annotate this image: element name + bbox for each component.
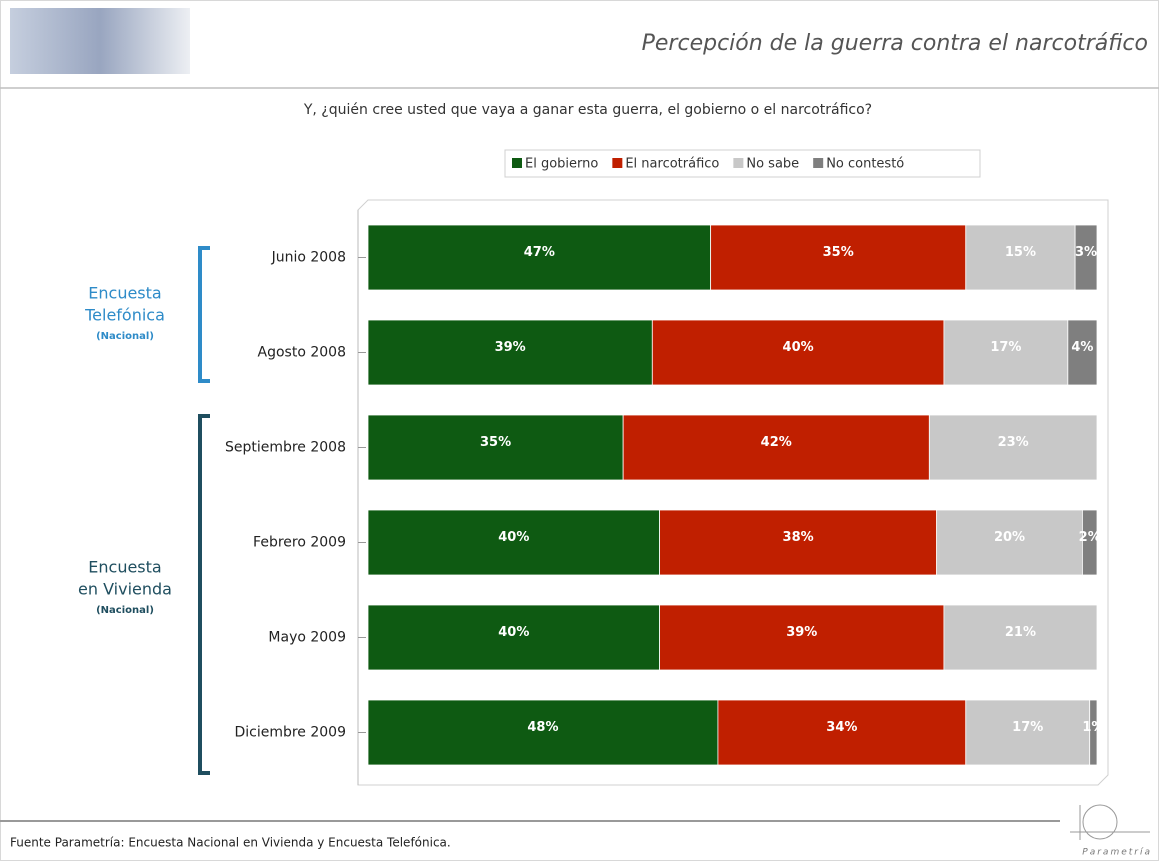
bar-segment <box>367 699 719 766</box>
y-tick-label: Junio 2008 <box>271 250 346 266</box>
y-tick-label: Septiembre 2008 <box>225 440 346 456</box>
logo-text: Parametría <box>1082 848 1152 858</box>
chart-subtitle: Y, ¿quién cree usted que vaya a ganar es… <box>303 102 872 118</box>
y-tick-label: Diciembre 2009 <box>234 725 346 741</box>
bar-segment <box>717 699 967 766</box>
legend-label: No sabe <box>746 157 799 172</box>
header-photo <box>10 8 190 74</box>
bar-segment <box>965 224 1076 291</box>
bar-segment <box>936 509 1083 576</box>
legend-swatch <box>612 158 623 168</box>
bar-segment <box>1074 224 1098 291</box>
bar-segment <box>1067 319 1098 386</box>
value-label: 4% <box>1071 340 1093 355</box>
bar-segment <box>367 604 661 671</box>
bracket <box>198 414 210 775</box>
value-label: 21% <box>1005 625 1036 640</box>
value-label: 15% <box>1005 245 1036 260</box>
value-label: 23% <box>998 435 1029 450</box>
chart-title: Percepción de la guerra contra el narcot… <box>642 31 1148 56</box>
value-label: 40% <box>498 530 529 545</box>
group-note: (Nacional) <box>96 605 154 616</box>
bar-segment <box>928 414 1098 481</box>
value-label: 40% <box>498 625 529 640</box>
legend-swatch <box>813 158 824 168</box>
value-label: 42% <box>761 435 792 450</box>
bar-segment <box>367 414 624 481</box>
value-label: 20% <box>994 530 1025 545</box>
legend-swatch <box>733 158 744 168</box>
group-label: Encuesta <box>88 284 161 303</box>
value-label: 48% <box>527 720 558 735</box>
group-label: en Vivienda <box>78 580 172 599</box>
value-label: 34% <box>826 720 857 735</box>
legend-swatch <box>512 158 522 168</box>
bar-segment <box>367 224 712 291</box>
value-label: 17% <box>1012 720 1043 735</box>
value-label: 40% <box>783 340 814 355</box>
legend-label: El gobierno <box>525 157 598 172</box>
value-label: 47% <box>524 245 555 260</box>
source-note: Fuente Parametría: Encuesta Nacional en … <box>10 836 451 850</box>
y-tick-label: Agosto 2008 <box>258 345 346 361</box>
value-label: 17% <box>990 340 1021 355</box>
bar-segment <box>943 604 1098 671</box>
y-tick-label: Febrero 2009 <box>253 535 346 551</box>
bar-segment <box>1089 699 1098 766</box>
group-label: Telefónica <box>84 306 165 325</box>
legend-label: No contestó <box>826 157 904 172</box>
bar-segment <box>367 319 653 386</box>
bar-segment <box>622 414 930 481</box>
value-label: 35% <box>823 245 854 260</box>
bar-segment <box>659 509 938 576</box>
value-label: 2% <box>1079 530 1101 545</box>
value-label: 39% <box>786 625 817 640</box>
logo: Parametría <box>1070 804 1152 858</box>
bar-segment <box>710 224 967 291</box>
group-note: (Nacional) <box>96 331 154 342</box>
bar-segment <box>965 699 1091 766</box>
value-label: 35% <box>480 435 511 450</box>
value-label: 1% <box>1082 720 1104 735</box>
legend-label: El narcotráfico <box>625 157 719 172</box>
bar-segment <box>943 319 1069 386</box>
bar-segment <box>1082 509 1098 576</box>
bracket <box>198 246 210 383</box>
bar-segment <box>367 509 661 576</box>
group-label: Encuesta <box>88 558 161 577</box>
bar-segment <box>651 319 945 386</box>
y-tick-label: Mayo 2009 <box>268 630 346 646</box>
value-label: 3% <box>1075 245 1097 260</box>
value-label: 38% <box>783 530 814 545</box>
bar-segment <box>659 604 945 671</box>
value-label: 39% <box>495 340 526 355</box>
